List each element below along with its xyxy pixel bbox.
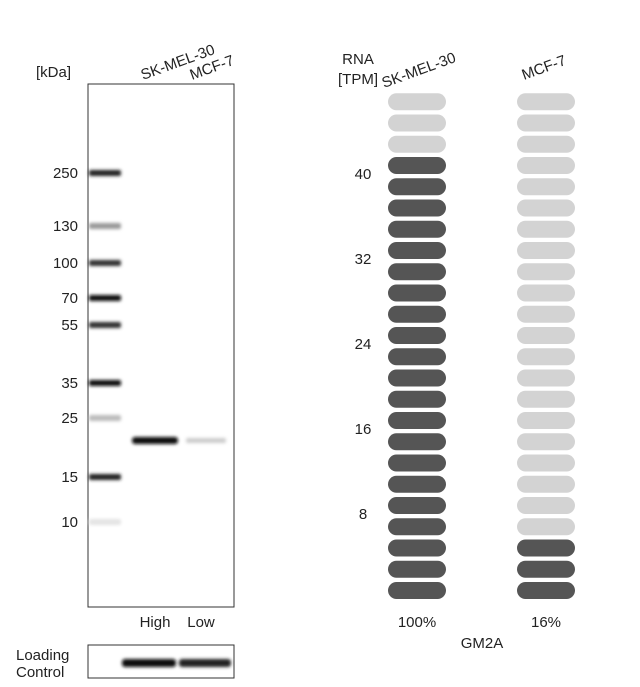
- tpm-pill: [517, 412, 575, 429]
- tpm-pill: [517, 157, 575, 174]
- tpm-tick: 24: [355, 336, 372, 353]
- band: [132, 437, 178, 444]
- loading-bands: [122, 659, 231, 667]
- tpm-pill: [388, 242, 446, 259]
- tpm-pill: [517, 242, 575, 259]
- marker-label: 100: [53, 255, 78, 272]
- tpm-pill: [388, 560, 446, 578]
- tpm-pill: [517, 497, 575, 514]
- tpm-pill: [517, 560, 575, 578]
- tpm-pill: [388, 412, 446, 429]
- column-label: SK-MEL-30: [380, 49, 459, 91]
- tpm-pill: [388, 114, 446, 132]
- tpm-pill: [388, 199, 446, 217]
- tpm-pill: [517, 327, 575, 344]
- tpm-tick: 16: [355, 421, 372, 438]
- ladder-band: [89, 322, 121, 328]
- tpm-pill: [517, 135, 575, 153]
- ladder-band: [89, 295, 121, 301]
- tpm-pill: [388, 497, 446, 514]
- marker-label: 35: [61, 375, 78, 392]
- tpm-pill: [388, 390, 446, 408]
- tpm-pill: [517, 518, 575, 536]
- ladder-band: [89, 380, 121, 386]
- marker-label: 70: [61, 290, 78, 307]
- tpm-pill: [388, 305, 446, 323]
- tpm-pill: [388, 157, 446, 174]
- ladder-band: [89, 260, 121, 266]
- marker-label: 55: [61, 317, 78, 334]
- tpm-pill: [517, 263, 575, 281]
- tpm-tick: 32: [355, 251, 372, 268]
- loading-label: Control: [16, 664, 64, 681]
- ladder-band: [89, 474, 121, 480]
- tpm-pill: [388, 539, 446, 557]
- band: [186, 438, 226, 443]
- ladder-band: [89, 519, 121, 525]
- tpm-pill: [517, 220, 575, 238]
- loading-label: Loading: [16, 647, 69, 664]
- tpm-pill: [388, 327, 446, 344]
- ladder: [89, 170, 121, 525]
- tpm-pill: [517, 114, 575, 132]
- tpm-tick: 40: [355, 166, 372, 183]
- lane-level: Low: [187, 614, 215, 631]
- marker-label: 250: [53, 165, 78, 182]
- sample-bands: [132, 437, 226, 444]
- rna-title: RNA: [342, 51, 374, 68]
- tpm-pill: [388, 433, 446, 451]
- tpm-pill: [517, 348, 575, 366]
- tpm-tick: 8: [359, 506, 367, 523]
- tpm-pill: [517, 433, 575, 451]
- tpm-pill: [388, 178, 446, 196]
- percent-label: 100%: [398, 614, 436, 631]
- tpm-pill: [517, 178, 575, 196]
- gene-name: GM2A: [461, 635, 504, 652]
- band: [179, 659, 231, 667]
- blot-frame: [87, 83, 235, 608]
- marker-label: 15: [61, 469, 78, 486]
- marker-label: 10: [61, 514, 78, 531]
- tpm-pill: [388, 220, 446, 238]
- tpm-pill: [388, 582, 446, 599]
- tpm-pill: [517, 305, 575, 323]
- ladder-band: [89, 415, 121, 421]
- tpm-pill: [388, 284, 446, 302]
- percent-label: 16%: [531, 614, 561, 631]
- tpm-pill: [517, 284, 575, 302]
- tpm-pill: [388, 135, 446, 153]
- column-label: MCF-7: [520, 52, 569, 84]
- tpm-pill: [517, 369, 575, 387]
- tpm-pill: [517, 454, 575, 472]
- tpm-pill: [388, 263, 446, 281]
- tpm-pill: [388, 348, 446, 366]
- tpm-pill: [517, 475, 575, 493]
- unit-label: [kDa]: [36, 64, 71, 81]
- tpm-pill: [388, 475, 446, 493]
- tpm-pill: [517, 199, 575, 217]
- tpm-pill: [388, 518, 446, 536]
- marker-label: 25: [61, 410, 78, 427]
- band: [122, 659, 176, 667]
- tpm-pill: [517, 582, 575, 599]
- tpm-pill: [517, 93, 575, 111]
- tpm-pill: [388, 93, 446, 111]
- tpm-pill: [388, 454, 446, 472]
- tpm-pill: [517, 390, 575, 408]
- tpm-pill: [517, 539, 575, 557]
- tpm-pill: [388, 369, 446, 387]
- marker-label: 130: [53, 218, 78, 235]
- lane-level: High: [140, 614, 171, 631]
- ladder-band: [89, 170, 121, 176]
- ladder-band: [89, 223, 121, 229]
- rna-title: [TPM]: [338, 71, 378, 88]
